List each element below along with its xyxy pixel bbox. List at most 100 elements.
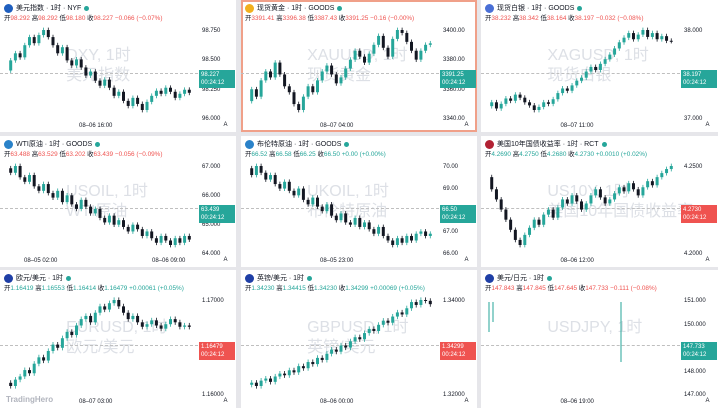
candle-body <box>316 357 319 365</box>
candle-body <box>112 87 116 96</box>
auto-scale-button[interactable]: A <box>464 257 469 263</box>
candle-body <box>301 188 305 200</box>
candle-body <box>150 320 154 325</box>
candle-body <box>103 306 107 310</box>
candlestick-plot[interactable] <box>0 136 198 267</box>
panel-header[interactable]: 英镑/美元 · 1时 <box>245 273 313 283</box>
symbol-title[interactable]: WTI原油 · 1时 · GOODS <box>16 141 93 148</box>
symbol-title[interactable]: 现货黄金 · 1时 · GOODS <box>257 5 335 12</box>
last-price-tag: 3391.25 00:24:12 <box>440 69 476 88</box>
auto-scale-button[interactable]: A <box>705 122 710 128</box>
chart-panel[interactable]: 布伦特原油 · 1时 · GOODS 开66.52 高66.58 低66.25 收… <box>241 136 477 267</box>
candle-body <box>254 382 258 386</box>
symbol-title[interactable]: 布伦特原油 · 1时 · GOODS <box>257 141 342 148</box>
candle-body <box>117 300 121 307</box>
price-tick-label: 66.00 <box>443 251 459 257</box>
chart-panel[interactable]: 美元/日元 · 1时 开147.843 高147.845 低147.645 收14… <box>481 270 718 408</box>
candle-body <box>126 226 130 232</box>
chart-panel[interactable]: 现货黄金 · 1时 · GOODS 开3391.41 高3396.38 低3387… <box>241 0 477 132</box>
auto-scale-button[interactable]: A <box>223 257 228 263</box>
candlestick-plot[interactable] <box>0 0 198 132</box>
panel-header[interactable]: 现货白银 · 1时 · GOODS <box>485 3 583 13</box>
symbol-title[interactable]: 英镑/美元 · 1时 <box>257 275 305 282</box>
panel-header[interactable]: 布伦特原油 · 1时 · GOODS <box>245 139 350 149</box>
candle-body <box>584 71 588 78</box>
candle-body <box>377 324 381 332</box>
candle-body <box>542 102 546 107</box>
candle-body <box>405 308 409 315</box>
candlestick-plot[interactable] <box>481 270 680 408</box>
candlestick-plot[interactable] <box>481 0 680 132</box>
price-axis[interactable]: 3400.00 3380.00 3360.00 3340.00 <box>439 0 477 132</box>
price-tick-label: 1.34000 <box>443 298 465 304</box>
price-tick-label: 98.250 <box>202 86 221 93</box>
candle-body <box>551 99 555 104</box>
symbol-title[interactable]: 美元/日元 · 1时 <box>497 275 545 282</box>
ohlc-o: 4.2690 <box>491 151 511 158</box>
symbol-flag-icon <box>245 3 254 13</box>
candle-body <box>528 102 532 106</box>
candlestick-plot[interactable] <box>241 0 439 132</box>
candle-body <box>316 197 319 207</box>
chart-panel[interactable]: 现货白银 · 1时 · GOODS 开38.232 高38.342 低38.164… <box>481 0 718 132</box>
chart-panel[interactable]: 美元指数 · 1时 · NYF 开98.292 高98.292 低98.180 收… <box>0 0 236 132</box>
panel-header[interactable]: 欧元/美元 · 1时 <box>4 273 72 283</box>
symbol-title[interactable]: 现货白银 · 1时 · GOODS <box>497 5 575 12</box>
symbol-title[interactable]: 美国10年国债收益率 · 1时 · RCT <box>497 141 599 148</box>
candle-body <box>264 378 268 381</box>
auto-scale-button[interactable]: A <box>223 398 228 404</box>
panel-header[interactable]: WTI原油 · 1时 · GOODS <box>4 139 101 149</box>
price-axis[interactable]: 1.17000 1.16000 <box>198 270 236 408</box>
candle-body <box>164 235 168 241</box>
candle-body <box>363 56 366 63</box>
candle-body <box>556 207 560 218</box>
price-tick-label: 98.500 <box>202 57 221 64</box>
candle-body <box>311 197 315 205</box>
symbol-title[interactable]: 美元指数 · 1时 · NYF <box>16 5 82 12</box>
auto-scale-button[interactable]: A <box>223 122 228 128</box>
candle-body <box>358 217 362 227</box>
candlestick-plot[interactable] <box>481 136 680 267</box>
panel-header[interactable]: 美国10年国债收益率 · 1时 · RCT <box>485 139 607 149</box>
price-tick-label: 148.000 <box>684 368 706 375</box>
candle-body <box>264 172 268 180</box>
candlestick-plot[interactable] <box>241 270 439 408</box>
candle-body <box>273 376 277 382</box>
candlestick-plot[interactable] <box>241 136 439 267</box>
candle-body <box>655 177 659 186</box>
watermark-symbol: XAGUSD, 1时 <box>547 47 649 65</box>
auto-scale-button[interactable]: A <box>464 398 469 404</box>
price-axis[interactable]: 98.750 98.500 98.250 96.000 <box>198 0 236 132</box>
candle-body <box>660 173 664 178</box>
candle-body <box>65 47 69 61</box>
candle-body <box>348 222 352 225</box>
price-change: −0.066 (−0.07%) <box>114 15 163 22</box>
panel-header[interactable]: 美元/日元 · 1时 <box>485 273 553 283</box>
chart-panel[interactable]: WTI原油 · 1时 · GOODS 开63.488 高63.529 低63.20… <box>0 136 236 267</box>
auto-scale-button[interactable]: A <box>705 257 710 263</box>
candle-body <box>250 168 254 176</box>
candlestick-plot[interactable] <box>0 270 198 408</box>
last-price: 38.197 <box>683 71 702 78</box>
candle-body <box>23 370 27 377</box>
candle-body <box>254 166 258 176</box>
ohlc-l: 98.180 <box>65 15 86 22</box>
chart-panel[interactable]: 英镑/美元 · 1时 开1.34230 高1.34415 低1.34230 收1.… <box>241 270 477 408</box>
candle-body <box>532 219 536 228</box>
candle-body <box>655 33 659 40</box>
auto-scale-button[interactable]: A <box>705 398 710 404</box>
price-axis[interactable]: 67.000 66.000 65.000 64.000 <box>198 136 236 267</box>
candle-body <box>28 37 31 46</box>
panel-header[interactable]: 美元指数 · 1时 · NYF <box>4 3 90 13</box>
chart-panel[interactable]: 美国10年国债收益率 · 1时 · RCT 开4.2690 高4.2750 低4.… <box>481 136 718 267</box>
chart-panel[interactable]: 欧元/美元 · 1时 开1.16419 高1.16553 低1.16414 收1.… <box>0 270 236 408</box>
panel-header[interactable]: 现货黄金 · 1时 · GOODS <box>245 3 343 13</box>
symbol-title[interactable]: 欧元/美元 · 1时 <box>16 275 64 282</box>
candle-body <box>136 224 140 230</box>
auto-scale-button[interactable]: A <box>464 122 469 128</box>
